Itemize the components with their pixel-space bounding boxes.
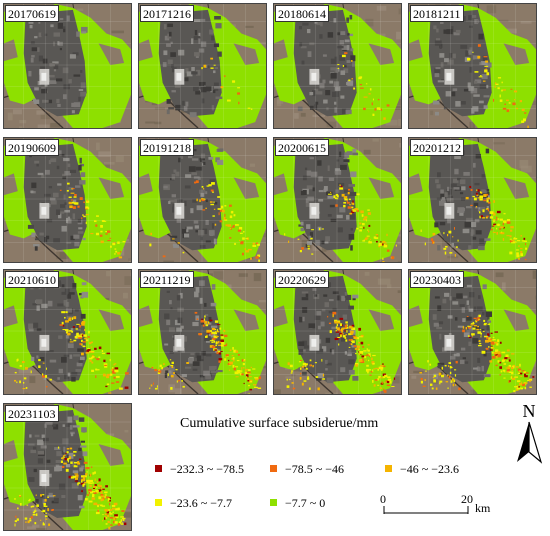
map-panel: 20180614 xyxy=(273,3,402,129)
legend-label-class-1: −232.3 ~ −78.5 xyxy=(170,462,245,476)
legend-item-class-3: −46 ~ −23.6 xyxy=(385,462,459,477)
legend-swatch-class-4 xyxy=(155,499,162,506)
legend-swatch-class-3 xyxy=(385,465,392,472)
legend-item-class-1: −232.3 ~ −78.5 xyxy=(155,462,244,477)
panel-date-label: 20190609 xyxy=(5,139,59,156)
panel-date-label: 20211219 xyxy=(140,271,194,288)
legend-label-class-3: −46 ~ −23.6 xyxy=(400,462,460,476)
legend-item-class-2: −78.5 ~ −46 xyxy=(270,462,344,477)
map-panel: 20220629 xyxy=(273,269,402,395)
map-panel: 20231103 xyxy=(3,403,132,531)
map-panel: 20171216 xyxy=(138,3,267,129)
legend-swatch-class-2 xyxy=(270,465,277,472)
panel-date-label: 20201212 xyxy=(410,139,464,156)
legend-item-class-4: −23.6 ~ −7.7 xyxy=(155,496,232,511)
map-panel: 20201212 xyxy=(408,137,537,263)
scale-bar xyxy=(383,506,469,514)
legend-label-class-4: −23.6 ~ −7.7 xyxy=(170,496,233,510)
scale-bar-end: 20 xyxy=(461,492,473,506)
map-panel: 20191218 xyxy=(138,137,267,263)
panel-date-label: 20171216 xyxy=(140,5,194,22)
scale-bar-unit: km xyxy=(475,501,491,515)
panel-date-label: 20170619 xyxy=(5,5,59,22)
panel-date-label: 20220629 xyxy=(275,271,329,288)
map-panel: 20210610 xyxy=(3,269,132,395)
map-panel: 20190609 xyxy=(3,137,132,263)
legend-label-class-5: −7.7 ~ 0 xyxy=(285,496,326,510)
map-panel: 20181211 xyxy=(408,3,537,129)
legend-label-class-2: −78.5 ~ −46 xyxy=(285,462,345,476)
north-arrow-label: N xyxy=(523,401,536,421)
legend-swatch-class-5 xyxy=(270,499,277,506)
panel-date-label: 20210610 xyxy=(5,271,59,288)
map-panel: 20230403 xyxy=(408,269,537,395)
panel-date-label: 20230403 xyxy=(410,271,464,288)
panel-date-label: 20231103 xyxy=(5,405,59,422)
panel-date-label: 20181211 xyxy=(410,5,464,22)
legend-title: Cumulative surface subsiderue/mm xyxy=(180,416,379,431)
panel-date-label: 20180614 xyxy=(275,5,329,22)
map-panel: 20211219 xyxy=(138,269,267,395)
map-panel: 20200615 xyxy=(273,137,402,263)
legend-swatch-class-1 xyxy=(155,465,162,472)
north-arrow-icon: N xyxy=(517,401,543,464)
panel-date-label: 20191218 xyxy=(140,139,194,156)
scale-bar-start: 0 xyxy=(380,492,386,506)
map-panel: 20170619 xyxy=(3,3,132,129)
panel-date-label: 20200615 xyxy=(275,139,329,156)
legend-item-class-5: −7.7 ~ 0 xyxy=(270,496,325,511)
